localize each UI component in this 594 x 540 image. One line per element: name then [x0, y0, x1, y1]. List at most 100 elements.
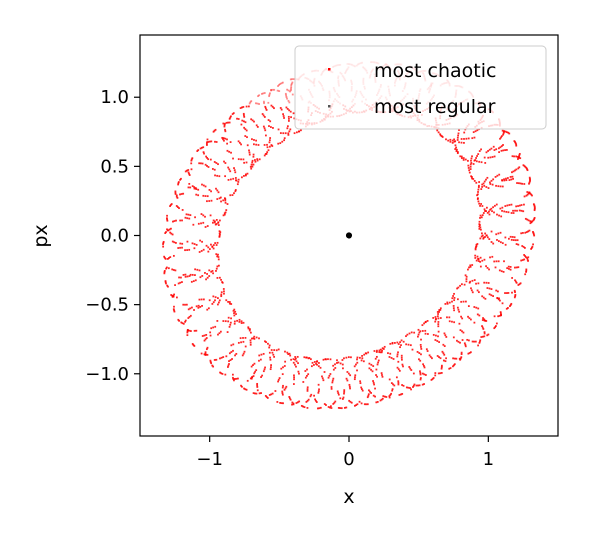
- point-most-chaotic: [210, 190, 212, 193]
- point-most-chaotic: [244, 173, 247, 176]
- point-most-chaotic: [212, 247, 215, 250]
- point-most-chaotic: [336, 362, 338, 364]
- point-most-chaotic: [263, 100, 265, 103]
- point-most-chaotic: [356, 403, 359, 406]
- point-most-chaotic: [479, 217, 481, 219]
- point-most-chaotic: [480, 336, 483, 338]
- point-most-chaotic: [224, 130, 227, 133]
- point-most-chaotic: [525, 231, 528, 234]
- point-most-chaotic: [361, 355, 363, 357]
- point-most-chaotic: [205, 142, 208, 145]
- point-most-chaotic: [222, 137, 225, 139]
- point-most-chaotic: [532, 243, 534, 246]
- point-most-chaotic: [316, 363, 318, 366]
- point-most-chaotic: [479, 224, 481, 226]
- point-most-chaotic: [453, 357, 456, 360]
- point-most-chaotic: [243, 387, 245, 390]
- point-most-chaotic: [455, 357, 458, 360]
- point-most-chaotic: [215, 253, 218, 256]
- point-most-chaotic: [528, 191, 531, 194]
- point-most-chaotic: [345, 356, 348, 359]
- point-most-chaotic: [479, 256, 482, 259]
- point-most-chaotic: [257, 95, 259, 98]
- point-most-chaotic: [476, 255, 479, 258]
- point-most-chaotic: [218, 175, 221, 178]
- point-most-chaotic: [194, 279, 197, 282]
- point-most-chaotic: [212, 221, 214, 224]
- point-most-chaotic: [454, 140, 457, 143]
- point-most-chaotic: [293, 378, 295, 381]
- point-most-chaotic: [277, 85, 279, 87]
- point-most-chaotic: [451, 320, 453, 323]
- point-most-chaotic: [194, 268, 197, 271]
- point-most-chaotic: [181, 209, 184, 211]
- point-most-chaotic: [446, 302, 449, 305]
- point-most-chaotic: [381, 374, 383, 376]
- point-most-chaotic: [276, 401, 279, 403]
- point-most-chaotic: [469, 264, 472, 267]
- point-most-chaotic: [376, 349, 378, 352]
- point-most-chaotic: [322, 358, 325, 361]
- point-most-chaotic: [492, 295, 495, 297]
- point-most-chaotic: [515, 144, 518, 147]
- point-most-chaotic: [343, 389, 346, 392]
- point-most-chaotic: [494, 326, 497, 329]
- point-most-chaotic: [179, 178, 182, 181]
- y-tick-label: −1.0: [85, 364, 129, 385]
- point-most-chaotic: [442, 352, 445, 355]
- point-most-chaotic: [485, 281, 488, 284]
- y-axis-ticks: 1.00.50.0−0.5−1.0: [85, 87, 140, 385]
- point-most-chaotic: [513, 236, 516, 239]
- point-most-chaotic: [285, 94, 287, 97]
- point-most-chaotic: [186, 328, 189, 331]
- point-most-chaotic: [177, 247, 180, 249]
- point-most-chaotic: [516, 182, 518, 184]
- point-most-chaotic: [233, 312, 235, 315]
- point-most-chaotic: [475, 306, 478, 309]
- point-most-chaotic: [432, 333, 435, 336]
- point-most-chaotic: [390, 392, 393, 395]
- legend-label-most-regular: most regular: [374, 96, 496, 118]
- point-most-chaotic: [228, 121, 231, 124]
- point-most-chaotic: [164, 281, 167, 284]
- point-most-chaotic: [396, 353, 399, 356]
- point-most-chaotic: [249, 331, 252, 334]
- point-most-chaotic: [233, 192, 235, 195]
- point-most-chaotic: [481, 259, 484, 262]
- point-most-chaotic: [193, 345, 196, 347]
- point-most-chaotic: [374, 395, 376, 398]
- point-most-chaotic: [495, 260, 498, 263]
- point-most-chaotic: [241, 119, 244, 122]
- point-most-chaotic: [319, 366, 322, 369]
- point-most-chaotic: [465, 137, 468, 140]
- point-most-chaotic: [515, 143, 518, 146]
- point-most-chaotic: [214, 140, 216, 143]
- point-most-chaotic: [240, 322, 243, 324]
- point-most-chaotic: [370, 368, 372, 371]
- point-most-chaotic: [507, 237, 510, 240]
- point-most-chaotic: [309, 358, 312, 361]
- point-most-chaotic: [366, 403, 369, 406]
- point-most-chaotic: [255, 336, 258, 339]
- point-most-chaotic: [524, 255, 527, 257]
- point-most-chaotic: [430, 379, 433, 381]
- point-most-chaotic: [360, 388, 363, 390]
- point-most-chaotic: [343, 406, 346, 409]
- point-most-chaotic: [481, 335, 484, 338]
- point-most-chaotic: [341, 398, 344, 400]
- point-most-chaotic: [185, 303, 188, 306]
- point-most-chaotic: [510, 238, 513, 241]
- point-most-chaotic: [190, 158, 193, 161]
- point-most-chaotic: [395, 376, 398, 379]
- point-most-chaotic: [205, 278, 207, 281]
- point-most-chaotic: [256, 382, 259, 385]
- point-most-chaotic: [460, 356, 463, 359]
- point-most-chaotic: [213, 221, 216, 224]
- point-most-chaotic: [511, 291, 513, 294]
- point-most-chaotic: [166, 258, 169, 260]
- point-most-chaotic: [483, 331, 486, 334]
- point-most-chaotic: [485, 234, 488, 237]
- point-most-chaotic: [399, 341, 401, 344]
- point-most-chaotic: [419, 344, 422, 346]
- point-most-chaotic: [346, 379, 349, 382]
